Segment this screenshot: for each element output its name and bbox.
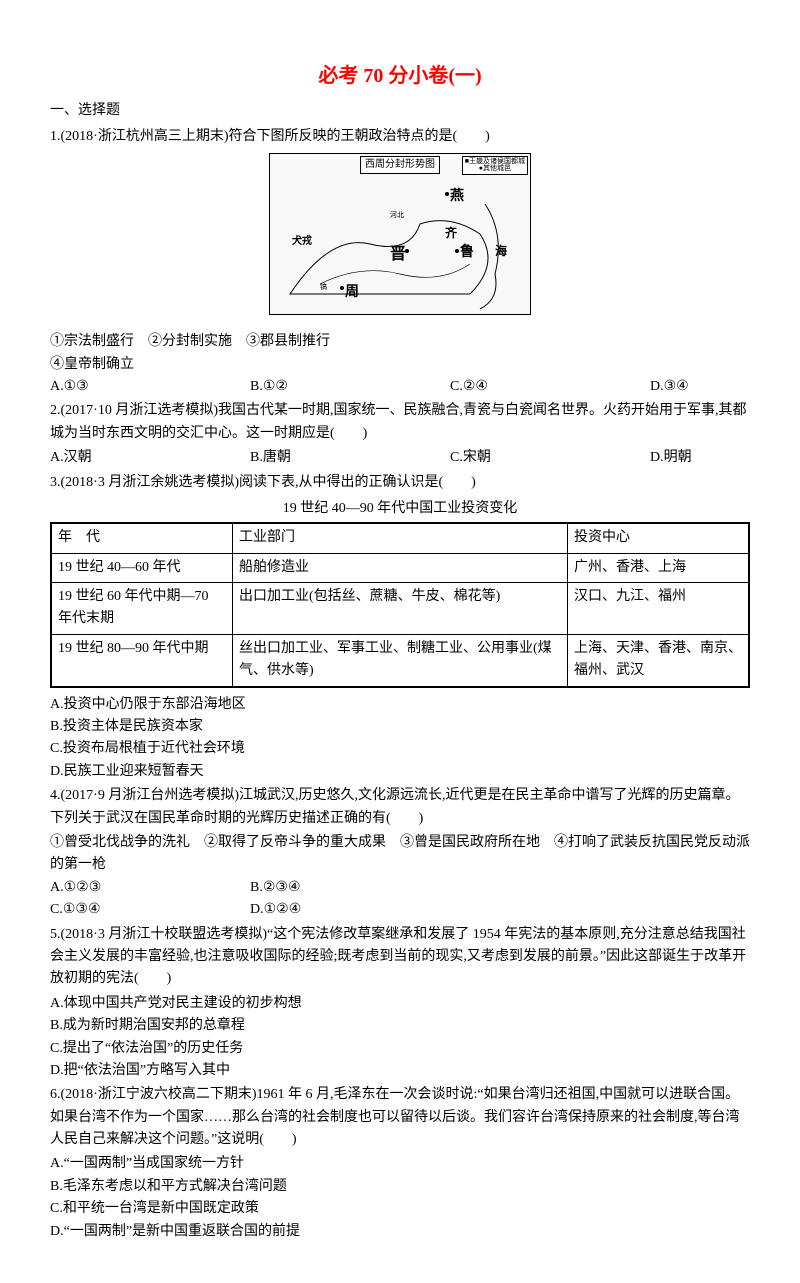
map-zhou: 周 (345, 282, 359, 304)
cell: 上海、天津、香港、南京、福州、武汉 (568, 634, 750, 686)
cell: 19 世纪 80—90 年代中期 (51, 634, 232, 686)
cell: 19 世纪 60 年代中期—70 年代末期 (51, 583, 232, 635)
section-header: 一、选择题 (50, 100, 750, 122)
q6-optB: B.毛泽东考虑以和平方式解决台湾问题 (50, 1176, 750, 1198)
th-center: 投资中心 (568, 523, 750, 553)
q4-optA: A.①②③ (50, 877, 190, 899)
q3-optA: A.投资中心仍限于东部沿海地区 (50, 694, 750, 716)
q4-stem: 4.(2017·9 月浙江台州选考模拟)江城武汉,历史悠久,文化源远流长,近代更… (50, 785, 750, 830)
cell: 广州、香港、上海 (568, 553, 750, 582)
q5-optA: A.体现中国共产党对民主建设的初步构想 (50, 993, 750, 1015)
map-hai: 海 (495, 242, 507, 261)
q3-optB: B.投资主体是民族资本家 (50, 716, 750, 738)
table-header-row: 年 代 工业部门 投资中心 (51, 523, 749, 553)
cell: 丝出口加工业、军事工业、制糖工业、公用事业(煤气、供水等) (232, 634, 567, 686)
q3-stem: 3.(2018·3 月浙江余姚选考模拟)阅读下表,从中得出的正确认识是( ) (50, 472, 750, 494)
q4-line1: ①曾受北伐战争的洗礼 ②取得了反帝斗争的重大成果 ③曾是国民政府所在地 ④打响了… (50, 832, 750, 877)
q1-line1: ①宗法制盛行 ②分封制实施 ③郡县制推行 (50, 331, 750, 353)
q3-caption: 19 世纪 40—90 年代中国工业投资变化 (50, 498, 750, 520)
q6-optC: C.和平统一台湾是新中国既定政策 (50, 1198, 750, 1220)
q1-optC: C.②④ (450, 376, 590, 398)
th-dept: 工业部门 (232, 523, 567, 553)
q1-map: 西周分封形势图 ■王畿及诸侯国都城 ●其他城邑 燕 犬戎 河北 晋 鲁 齐 海 … (50, 153, 750, 323)
q3-optC: C.投资布局根植于近代社会环境 (50, 738, 750, 760)
q1-optB: B.①② (250, 376, 390, 398)
table-row: 19 世纪 40—60 年代 船舶修造业 广州、香港、上海 (51, 553, 749, 582)
th-era: 年 代 (51, 523, 232, 553)
map-qi: 齐 (445, 224, 457, 243)
q2-optC: C.宋朝 (450, 447, 590, 469)
map-hao: 镐 (320, 282, 327, 293)
map-jin: 晋 (390, 242, 406, 268)
q5-stem: 5.(2018·3 月浙江十校联盟选考模拟)“这个宪法修改草案继承和发展了 19… (50, 924, 750, 991)
table-row: 19 世纪 60 年代中期—70 年代末期 出口加工业(包括丝、蔗糖、牛皮、棉花… (51, 583, 749, 635)
map-lu: 鲁 (460, 242, 474, 264)
q1-optA: A.①③ (50, 376, 190, 398)
q1-stem: 1.(2018·浙江杭州高三上期末)符合下图所反映的王朝政治特点的是( ) (50, 126, 750, 148)
q5-optC: C.提出了“依法治国”的历史任务 (50, 1038, 750, 1060)
cell: 19 世纪 40—60 年代 (51, 553, 232, 582)
q4-optB: B.②③④ (250, 877, 301, 899)
map-quanrong: 犬戎 (292, 234, 312, 250)
map-hebei: 河北 (390, 210, 404, 221)
page-title: 必考 70 分小卷(一) (50, 60, 750, 92)
q2-stem: 2.(2017·10 月浙江选考模拟)我国古代某一时期,国家统一、民族融合,青瓷… (50, 400, 750, 445)
q2-optD: D.明朝 (650, 447, 692, 469)
q4-optC: C.①③④ (50, 899, 190, 921)
q6-optD: D.“一国两制”是新中国重返联合国的前提 (50, 1221, 750, 1243)
q5-optB: B.成为新时期治国安邦的总章程 (50, 1015, 750, 1037)
cell: 船舶修造业 (232, 553, 567, 582)
q4-optD: D.①②④ (250, 899, 301, 921)
q3-optD: D.民族工业迎来短暂春天 (50, 761, 750, 783)
q3-table: 年 代 工业部门 投资中心 19 世纪 40—60 年代 船舶修造业 广州、香港… (50, 522, 750, 687)
map-yan: 燕 (450, 186, 464, 208)
table-row: 19 世纪 80—90 年代中期 丝出口加工业、军事工业、制糖工业、公用事业(煤… (51, 634, 749, 686)
q2-optB: B.唐朝 (250, 447, 390, 469)
cell: 出口加工业(包括丝、蔗糖、牛皮、棉花等) (232, 583, 567, 635)
q5-optD: D.把“依法治国”方略写入其中 (50, 1060, 750, 1082)
q1-line2: ④皇帝制确立 (50, 354, 750, 376)
q6-optA: A.“一国两制”当成国家统一方针 (50, 1153, 750, 1175)
cell: 汉口、九江、福州 (568, 583, 750, 635)
q1-optD: D.③④ (650, 376, 689, 398)
q2-optA: A.汉朝 (50, 447, 190, 469)
q6-stem: 6.(2018·浙江宁波六校高二下期末)1961 年 6 月,毛泽东在一次会谈时… (50, 1084, 750, 1151)
